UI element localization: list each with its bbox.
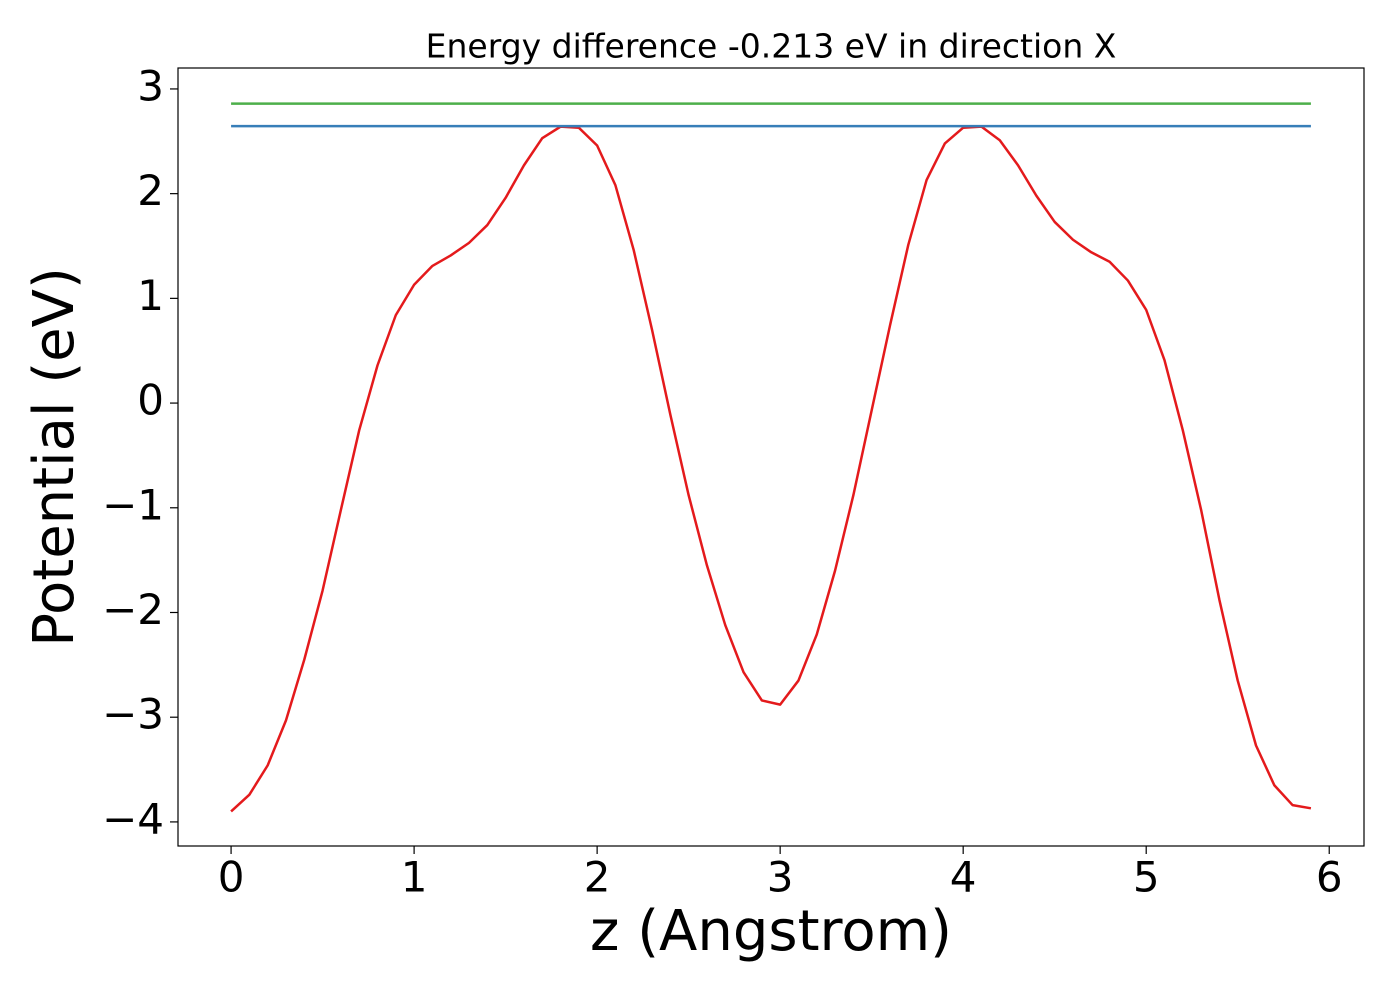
plot-frame [177, 67, 1365, 847]
x-tick-label: 2 [584, 853, 611, 902]
line-series [230, 125, 1312, 813]
y-tick-label: 1 [137, 271, 164, 320]
y-tick-label: −2 [102, 585, 164, 634]
x-tick-label: 0 [218, 853, 245, 902]
x-tick-label: 4 [950, 853, 977, 902]
chart-title: Energy difference -0.213 eV in direction… [426, 27, 1117, 66]
y-tick-label: 3 [137, 61, 164, 110]
y-tick-label: −1 [102, 480, 164, 529]
x-tick-label: 1 [401, 853, 428, 902]
x-tick-label: 6 [1316, 853, 1343, 902]
y-tick-label: 2 [137, 166, 164, 215]
y-tick-label: 0 [137, 376, 164, 425]
y-tick-label: −3 [102, 690, 164, 739]
x-tick-label: 5 [1133, 853, 1160, 902]
x-axis-label: z (Angstrom) [590, 899, 952, 964]
y-axis-label: Potential (eV) [22, 267, 87, 647]
x-tick-label: 3 [767, 853, 794, 902]
y-tick-label: −4 [102, 794, 164, 843]
